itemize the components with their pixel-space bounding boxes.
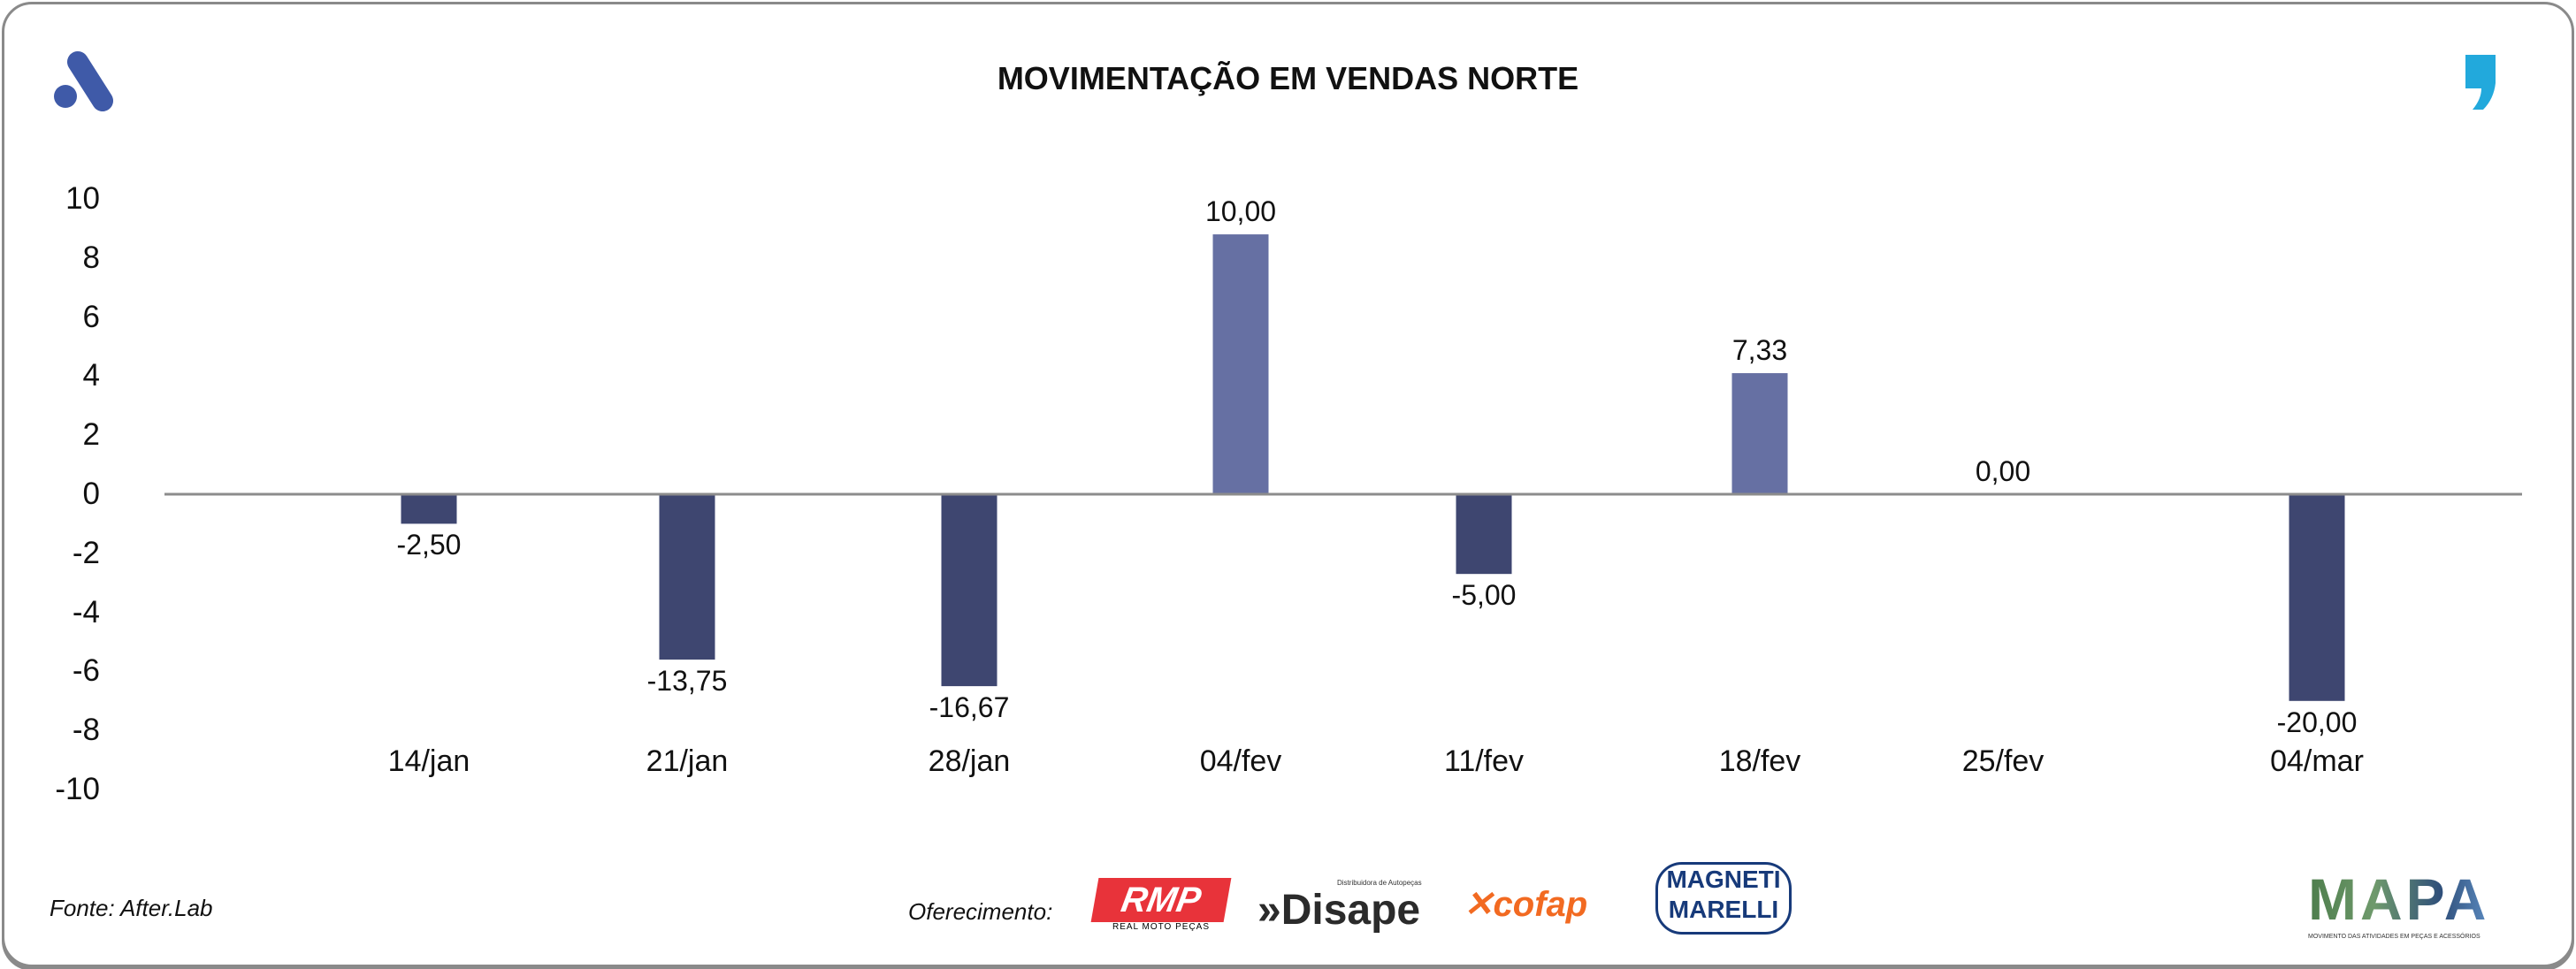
data-label: 0,00 bbox=[1975, 455, 2031, 487]
x-tick-label: 04/fev bbox=[1199, 744, 1282, 778]
y-tick-label: 6 bbox=[82, 299, 100, 334]
data-label: -2,50 bbox=[396, 529, 462, 561]
bar bbox=[659, 494, 715, 660]
y-tick-label: 8 bbox=[82, 240, 100, 275]
data-label: -13,75 bbox=[646, 665, 728, 698]
mapa-logo: MAPA MOVIMENTO DAS ATIVIDADES EM PEÇAS E… bbox=[2308, 870, 2507, 950]
x-tick-label: 25/fev bbox=[1961, 744, 2045, 778]
sponsor-magneti-marelli-logo: MAGNETI MARELLI bbox=[1655, 862, 1792, 935]
x-tick-label: 21/jan bbox=[646, 744, 729, 778]
bar bbox=[1731, 373, 1788, 494]
sponsor-cofap-logo: ✕cofap bbox=[1464, 885, 1588, 924]
x-tick-label: 11/fev bbox=[1443, 744, 1525, 778]
y-tick-label: -6 bbox=[72, 653, 100, 689]
x-tick-label: 14/jan bbox=[387, 744, 470, 778]
bar bbox=[2289, 494, 2345, 701]
data-label: -16,67 bbox=[929, 691, 1010, 724]
bar bbox=[1212, 234, 1269, 494]
y-tick-label: 10 bbox=[65, 181, 100, 216]
y-tick-label: -4 bbox=[72, 594, 100, 629]
source-text: Fonte: After.Lab bbox=[50, 895, 213, 921]
sponsor-rmp-logo: RMP REAL MOTO PEÇAS bbox=[1090, 878, 1232, 936]
x-tick-label: 28/jan bbox=[928, 744, 1011, 778]
afterlab-logo-icon bbox=[51, 50, 122, 113]
y-tick-label: 0 bbox=[82, 477, 100, 511]
x-tick-label: 04/mar bbox=[2270, 744, 2364, 778]
data-label: 7,33 bbox=[1731, 334, 1788, 367]
y-tick-label: 2 bbox=[82, 417, 100, 453]
y-tick-label: -10 bbox=[55, 772, 100, 806]
quote-comma-logo-icon bbox=[2464, 53, 2499, 111]
y-tick-label: 4 bbox=[82, 358, 100, 393]
x-tick-label: 18/fev bbox=[1718, 744, 1801, 778]
sponsor-label: Oferecimento: bbox=[908, 898, 1053, 925]
data-label: -20,00 bbox=[2276, 706, 2358, 738]
chart-title: MOVIMENTAÇÃO EM VENDAS NORTE bbox=[997, 60, 1579, 96]
data-label: 10,00 bbox=[1204, 195, 1277, 228]
bar bbox=[1456, 494, 1512, 575]
sponsor-disape-logo: Distribuidora de Autopeças »Disape bbox=[1257, 879, 1422, 934]
y-tick-label: -2 bbox=[72, 535, 100, 570]
bar bbox=[401, 494, 457, 524]
bar bbox=[941, 494, 998, 687]
data-label: -5,00 bbox=[1451, 579, 1517, 612]
y-tick-label: -8 bbox=[72, 713, 100, 748]
